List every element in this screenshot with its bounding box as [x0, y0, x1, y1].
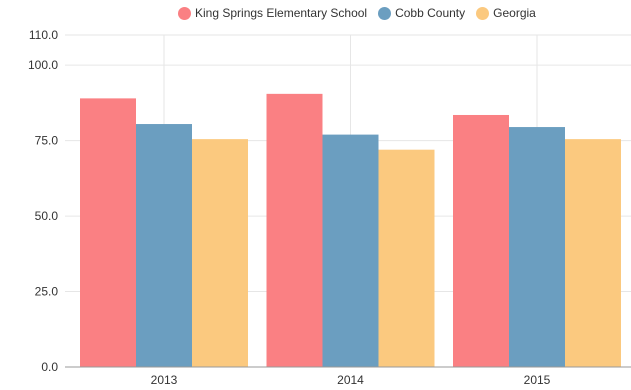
- y-tick-label: 110.0: [29, 28, 58, 42]
- bar-king-springs-elementary-school-2015[interactable]: [453, 114, 509, 368]
- bar-cobb-county-2013[interactable]: [136, 124, 192, 367]
- legend-marker-georgia: [476, 6, 490, 20]
- x-tick-label: 2013: [151, 373, 178, 387]
- x-tick-label: 2014: [337, 373, 364, 387]
- bar-king-springs-elementary-school-2014[interactable]: [266, 93, 323, 367]
- legend-label-georgia: Georgia: [493, 6, 536, 20]
- x-axis-ticks: 2013 2014 2015: [151, 373, 551, 387]
- bar-georgia-2014[interactable]: [378, 149, 435, 367]
- legend-item-georgia[interactable]: Georgia: [476, 6, 536, 20]
- bar-georgia-2013[interactable]: [192, 139, 248, 367]
- y-tick-label: 50.0: [35, 209, 59, 223]
- bar-cobb-county-2015[interactable]: [509, 127, 565, 368]
- bars: [80, 93, 621, 368]
- legend-marker-king-springs: [178, 6, 191, 20]
- bar-cobb-county-2014[interactable]: [322, 134, 379, 367]
- legend: King Springs Elementary School Cobb Coun…: [178, 6, 547, 20]
- y-tick-label: 25.0: [35, 285, 59, 299]
- legend-label-king-springs: King Springs Elementary School: [195, 6, 368, 20]
- y-tick-label: 0.0: [41, 360, 58, 374]
- legend-item-cobb-county[interactable]: Cobb County: [378, 6, 465, 20]
- x-tick-label: 2015: [524, 373, 551, 387]
- legend-label-cobb-county: Cobb County: [395, 6, 466, 20]
- bar-georgia-2015[interactable]: [565, 139, 621, 367]
- legend-marker-cobb-county: [378, 6, 392, 20]
- legend-item-king-springs[interactable]: King Springs Elementary School: [178, 6, 367, 20]
- bar-king-springs-elementary-school-2013[interactable]: [80, 98, 136, 367]
- y-tick-label: 100.0: [28, 58, 58, 72]
- y-axis-ticks: 0.0 25.0 50.0 75.0 100.0 110.0: [28, 28, 58, 374]
- y-tick-label: 75.0: [35, 134, 59, 148]
